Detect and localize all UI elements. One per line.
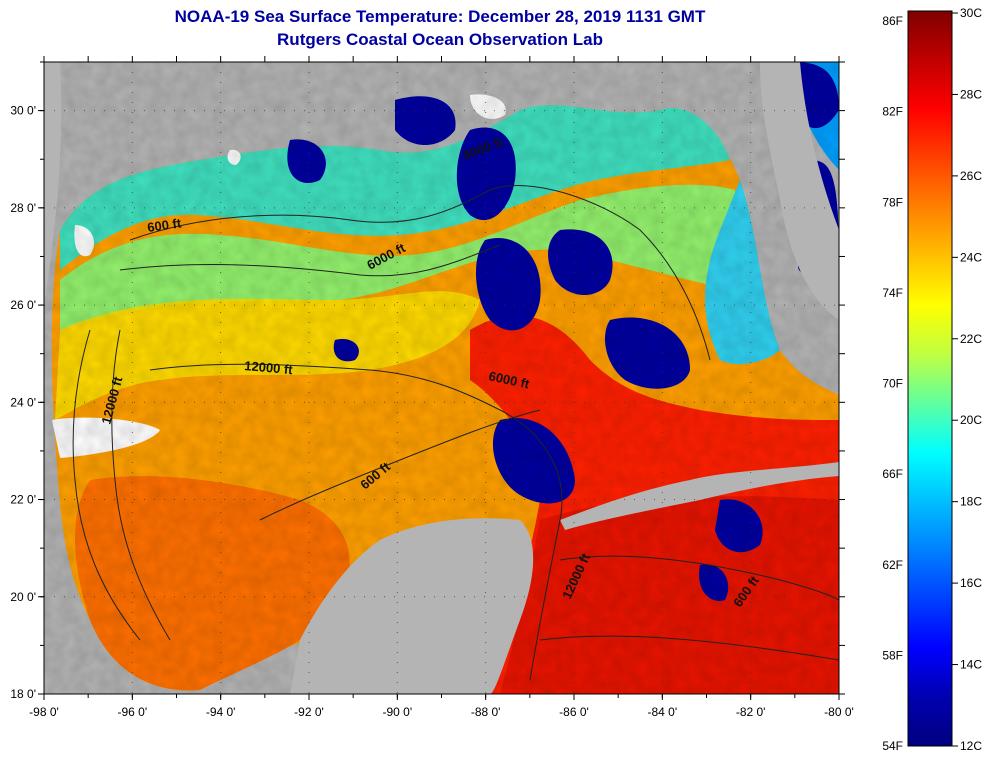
colorbar-c-label: 22C <box>960 332 982 346</box>
lat-label: 28 0' <box>10 201 36 215</box>
colorbar-f-label: 82F <box>882 105 903 119</box>
colorbar-f-label: 70F <box>882 377 903 391</box>
colorbar-f-label: 54F <box>882 739 903 753</box>
lat-label: 20 0' <box>10 590 36 604</box>
contour-600ft-south <box>259 409 541 521</box>
colorbar-bar <box>907 10 953 747</box>
lon-label: -82 0' <box>736 705 766 719</box>
contour-6000ft-north <box>119 244 501 277</box>
lat-label: 22 0' <box>10 493 36 507</box>
colorbar: 86F 82F 78F 74F 70F 66F 62F 58F 54F 30C 28C 26C 24C… <box>882 6 982 753</box>
map-area <box>44 62 839 694</box>
colorbar-fahrenheit-labels: 86F 82F 78F 74F 70F 66F 62F 58F 54F <box>882 14 903 753</box>
colorbar-c-label: 26C <box>960 169 982 183</box>
map-axes: -98 0' -96 0' -94 0' -92 0' -90 0' -88 0' -86 … <box>10 56 854 719</box>
florida-peninsula <box>760 62 839 320</box>
lon-label: -84 0' <box>648 705 678 719</box>
contour-12000ft <box>149 363 563 681</box>
colorbar-c-label: 18C <box>960 495 982 509</box>
colorbar-celsius-labels: 30C 28C 26C 24C 22C 20C 18C 16C 14C 12C <box>952 6 982 753</box>
lon-label: -96 0' <box>118 705 148 719</box>
contour-label: 600 ft <box>146 215 182 235</box>
contour-600ft-west <box>72 329 141 641</box>
map-title: NOAA-19 Sea Surface Temperature: Decembe… <box>174 7 706 26</box>
bathymetry-contours <box>72 185 839 681</box>
lat-label: 24 0' <box>10 395 36 409</box>
map-subtitle: Rutgers Coastal Ocean Observation Lab <box>277 30 603 49</box>
colorbar-c-label: 24C <box>960 250 982 264</box>
colorbar-c-label: 28C <box>960 87 982 101</box>
lat-label: 26 0' <box>10 298 36 312</box>
colorbar-c-label: 16C <box>960 576 982 590</box>
colorbar-c-label: 20C <box>960 413 982 427</box>
colorbar-f-label: 86F <box>882 14 903 28</box>
lon-label: -94 0' <box>206 705 236 719</box>
lon-label: -80 0' <box>824 705 854 719</box>
colorbar-c-label: 14C <box>960 658 982 672</box>
cuba <box>560 462 839 530</box>
contour-600ft-north <box>129 185 711 361</box>
yucatan-peninsula <box>290 518 534 694</box>
contour-6000ft-west <box>111 329 171 641</box>
colorbar-c-label: 30C <box>960 6 982 20</box>
mexico-coast <box>44 62 62 300</box>
colorbar-f-label: 66F <box>882 467 903 481</box>
colorbar-f-label: 74F <box>882 286 903 300</box>
colorbar-f-label: 78F <box>882 195 903 209</box>
colorbar-f-label: 58F <box>882 648 903 662</box>
contour-cayman <box>559 555 839 601</box>
contour-label: 12000 ft <box>244 358 294 377</box>
lon-label: -88 0' <box>471 705 501 719</box>
lon-label: -98 0' <box>29 705 59 719</box>
contour-caribbean <box>539 635 839 661</box>
lat-label: 18 0' <box>10 687 36 701</box>
lon-label: -90 0' <box>383 705 413 719</box>
lon-label: -92 0' <box>294 705 324 719</box>
lon-label: -86 0' <box>559 705 589 719</box>
lat-label: 30 0' <box>10 104 36 118</box>
colorbar-c-label: 12C <box>960 739 982 753</box>
colorbar-f-label: 62F <box>882 558 903 572</box>
